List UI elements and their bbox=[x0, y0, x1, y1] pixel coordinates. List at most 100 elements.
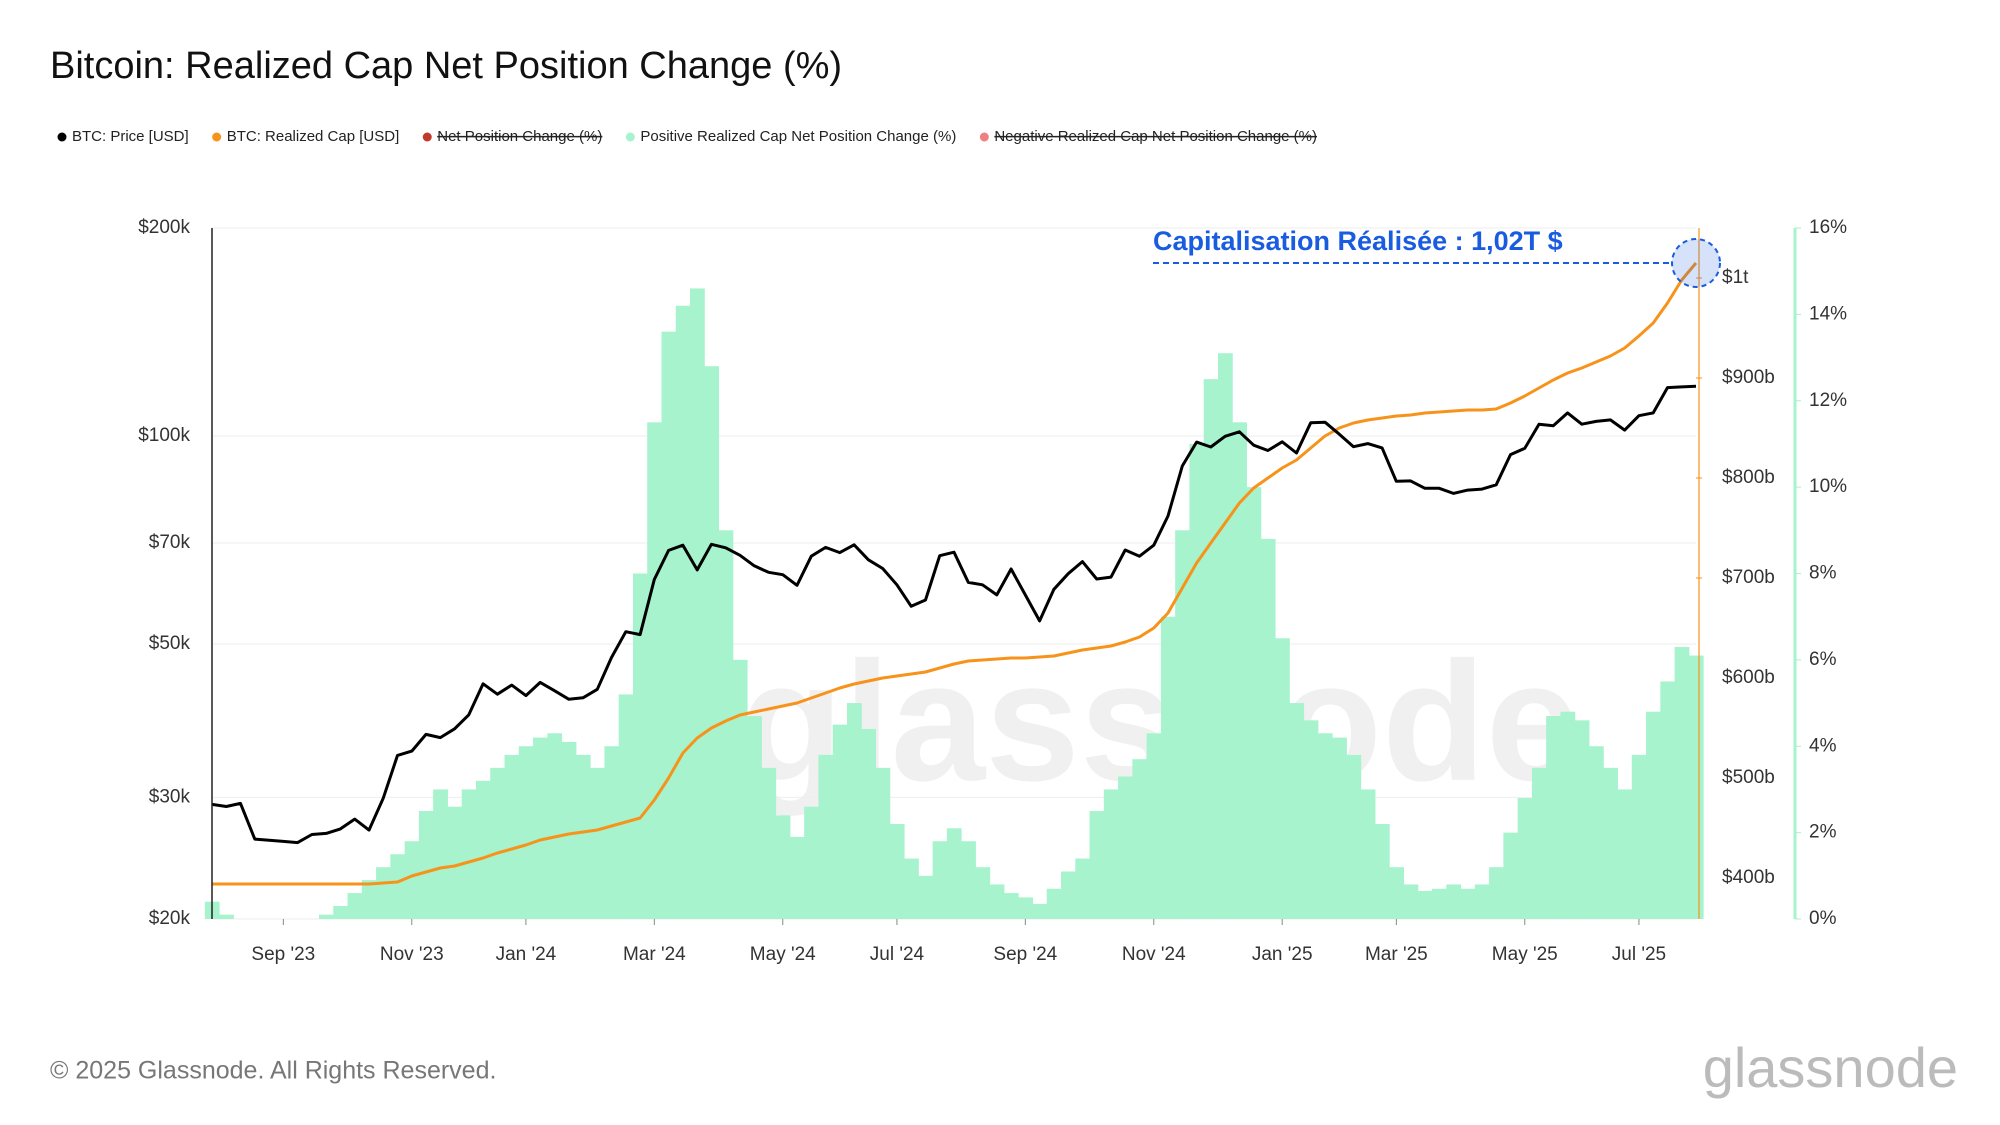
bar bbox=[1275, 638, 1290, 919]
bar bbox=[376, 867, 391, 919]
y3-tick-label: 16% bbox=[1809, 217, 1847, 238]
bar bbox=[390, 854, 406, 919]
bar bbox=[1132, 759, 1148, 919]
x-tick-label: May '25 bbox=[1492, 944, 1558, 965]
bar bbox=[1688, 655, 1704, 919]
bar bbox=[533, 737, 548, 919]
bar bbox=[1260, 538, 1276, 919]
bar bbox=[1660, 681, 1676, 919]
y3-tick-label: 6% bbox=[1809, 649, 1837, 670]
bar bbox=[319, 914, 334, 919]
bar bbox=[1432, 888, 1447, 919]
bar bbox=[1374, 823, 1390, 919]
legend-label: Net Position Change (%) bbox=[437, 128, 602, 145]
bar bbox=[690, 288, 705, 919]
bar bbox=[1246, 487, 1262, 919]
bar bbox=[1631, 754, 1647, 919]
bar bbox=[475, 780, 491, 919]
bar bbox=[1546, 716, 1561, 919]
y2-tick-label: $600b bbox=[1722, 667, 1775, 688]
bar bbox=[1646, 711, 1661, 919]
y2-tick-label: $1t bbox=[1722, 267, 1749, 288]
bar bbox=[1531, 767, 1547, 919]
bar bbox=[1360, 789, 1376, 919]
bar bbox=[775, 815, 791, 919]
y2-tick-label: $500b bbox=[1722, 767, 1775, 788]
bar bbox=[861, 728, 877, 919]
legend-marker bbox=[625, 132, 635, 142]
bar bbox=[504, 754, 520, 919]
bar bbox=[832, 724, 848, 919]
y2-tick-label: $400b bbox=[1722, 867, 1775, 888]
bar bbox=[490, 767, 506, 919]
y-tick-label: $70k bbox=[149, 532, 191, 553]
bar bbox=[1403, 884, 1419, 919]
x-tick-label: Sep '23 bbox=[251, 944, 315, 965]
x-tick-label: Jul '25 bbox=[1612, 944, 1666, 965]
bar bbox=[575, 754, 591, 919]
bar bbox=[632, 573, 648, 919]
bar bbox=[675, 305, 691, 919]
bar bbox=[1203, 379, 1219, 919]
bar bbox=[1118, 776, 1133, 919]
bar bbox=[1489, 867, 1504, 919]
bar bbox=[618, 694, 634, 919]
bar bbox=[818, 754, 834, 919]
bar bbox=[918, 875, 934, 919]
bar bbox=[1674, 646, 1690, 919]
y3-tick-label: 8% bbox=[1809, 563, 1837, 584]
legend-marker bbox=[212, 132, 222, 142]
x-tick-label: May '24 bbox=[750, 944, 816, 965]
x-tick-label: Jan '24 bbox=[496, 944, 557, 965]
bar bbox=[975, 867, 991, 919]
x-tick-label: Nov '23 bbox=[380, 944, 444, 965]
y3-tick-label: 2% bbox=[1809, 822, 1837, 843]
bar bbox=[1103, 789, 1119, 919]
bar bbox=[461, 789, 477, 919]
bar bbox=[561, 741, 577, 919]
bar bbox=[1517, 798, 1533, 919]
legend-marker bbox=[979, 132, 989, 142]
bar bbox=[846, 703, 862, 919]
bar bbox=[732, 659, 748, 919]
logo: glassnode bbox=[1703, 1036, 1958, 1099]
chart-title: Bitcoin: Realized Cap Net Position Chang… bbox=[50, 45, 842, 87]
bar bbox=[433, 789, 448, 919]
line bbox=[212, 262, 1698, 886]
y3-tick-label: 0% bbox=[1809, 908, 1837, 929]
bar bbox=[1332, 737, 1347, 919]
bar bbox=[1503, 832, 1519, 919]
bar bbox=[1160, 616, 1176, 919]
bar bbox=[1317, 733, 1333, 919]
bar bbox=[1588, 746, 1604, 919]
bar bbox=[547, 733, 563, 919]
legend-label: BTC: Realized Cap [USD] bbox=[227, 128, 400, 145]
legend-label: BTC: Price [USD] bbox=[72, 128, 189, 145]
bar bbox=[1032, 903, 1048, 919]
y2-tick-label: $700b bbox=[1722, 567, 1775, 588]
bar bbox=[789, 836, 805, 919]
bar bbox=[904, 858, 919, 919]
y-tick-label: $50k bbox=[149, 633, 191, 654]
bar bbox=[604, 746, 620, 919]
bar bbox=[347, 893, 363, 919]
x-tick-label: Mar '24 bbox=[623, 944, 686, 965]
bar bbox=[447, 806, 463, 919]
bar bbox=[361, 880, 377, 919]
bar bbox=[1061, 871, 1076, 919]
bar bbox=[404, 841, 420, 919]
y3-tick-label: 4% bbox=[1809, 735, 1837, 756]
bar bbox=[704, 366, 720, 919]
bar bbox=[418, 811, 434, 919]
y3-tick-label: 14% bbox=[1809, 303, 1847, 324]
y3-tick-label: 10% bbox=[1809, 476, 1847, 497]
footer: © 2025 Glassnode. All Rights Reserved. bbox=[50, 1057, 496, 1085]
legend-marker bbox=[422, 132, 432, 142]
x-tick-label: Sep '24 bbox=[993, 944, 1057, 965]
bar bbox=[219, 914, 234, 919]
bar bbox=[1346, 754, 1362, 919]
y-tick-label: $20k bbox=[149, 908, 191, 929]
line bbox=[211, 384, 1697, 845]
bar bbox=[1175, 530, 1190, 919]
legend-label: Positive Realized Cap Net Position Chang… bbox=[640, 128, 956, 145]
